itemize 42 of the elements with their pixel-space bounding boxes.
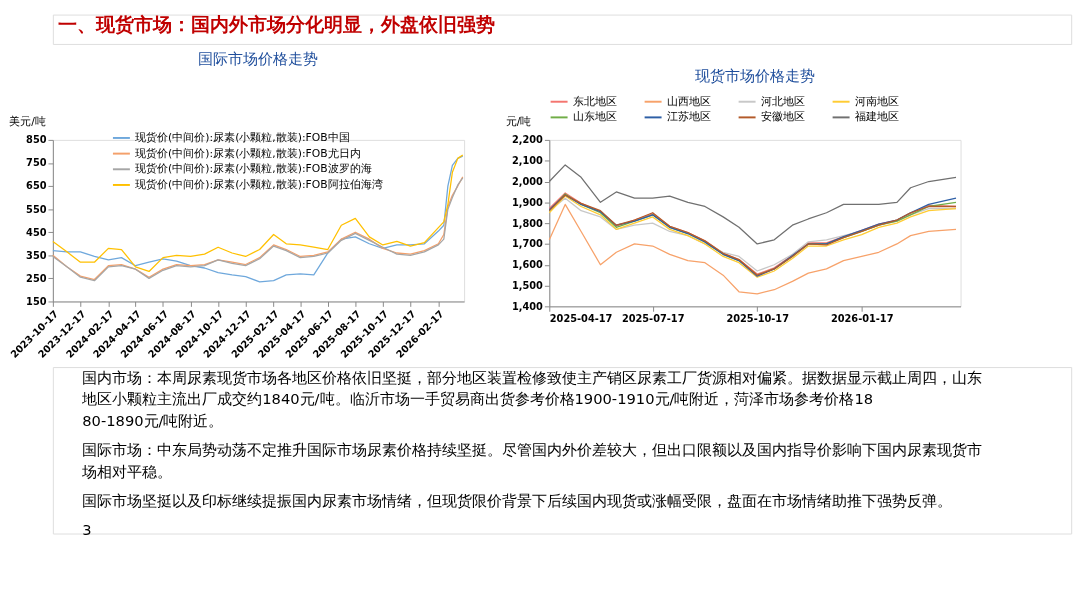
y-axis-title: 美元/吨 [9, 114, 46, 128]
chart-title: 国际市场价格走势 [198, 49, 319, 67]
y-tick-label: 850 [26, 134, 47, 146]
legend-label: 现货价(中间价):尿素(小颗粒,散装):FOB波罗的海 [135, 162, 372, 176]
y-tick-label: 1,900 [511, 196, 544, 208]
y-tick-label: 750 [26, 157, 47, 169]
legend-label: 山东地区 [572, 110, 617, 124]
y-tick-label: 2,200 [511, 134, 544, 146]
legend-label: 现货价(中间价):尿素(小颗粒,散装):FOB中国 [135, 130, 350, 144]
legend-label: 东北地区 [572, 94, 617, 108]
text: 国际市场：中东局势动荡不定推升国际市场尿素价格持续坚挺。尽管国内外价差较大，但出口限额以及国内指导价影响下国内尿素现货市场相对平稳。 [81, 441, 983, 480]
legend-label: 河南地区 [854, 94, 899, 108]
text: 国内市场：本周尿素现货市场各地区价格依旧坚挺，部分地区装置检修致使主产销区尿素工厂货源相对偏紧。据数据显示截止周四，山东地区小颗粒主流出厂成交约1840元/吨。临沂市场一手贸易商出货参考价格1900-1910元/吨附近，菏泽市场参考价格1880-1890元/吨附近。 [81, 368, 983, 429]
x-tick-label: 2025-07-17 [621, 312, 685, 324]
y-tick-label: 450 [26, 226, 47, 238]
legend-label: 山西地区 [666, 94, 711, 108]
y-tick-label: 350 [26, 249, 47, 261]
legend-label: 现货价(中间价):尿素(小颗粒,散装):FOB尤日内 [135, 146, 361, 160]
legend-label: 江苏地区 [666, 110, 711, 124]
y-tick-label: 1,600 [511, 259, 544, 271]
y-tick-label: 1,400 [511, 300, 544, 312]
text: 国际市场坚挺以及印标继续提振国内尿素市场情绪，但现货限价背景下后续国内现货或涨幅受限，盘面在市场情绪助推下强势反弹。 [82, 492, 953, 510]
y-tick-label: 1,800 [511, 217, 544, 229]
y-tick-label: 550 [26, 203, 47, 215]
legend-label: 现货价(中间价):尿素(小颗粒,散装):FOB阿拉伯海湾 [135, 177, 383, 191]
y-tick-label: 2,100 [511, 155, 544, 167]
y-tick-label: 250 [26, 272, 47, 284]
legend-label: 安徽地区 [760, 110, 805, 124]
chart-title: 现货市场价格走势 [694, 67, 815, 85]
x-tick-label: 2025-10-17 [726, 312, 790, 324]
y-tick-label: 1,500 [511, 279, 544, 291]
text: 3 [82, 521, 92, 539]
y-tick-label: 650 [26, 180, 47, 192]
legend-label: 福建地区 [854, 110, 899, 124]
x-tick-label: 2026-01-17 [830, 312, 894, 324]
y-axis-title: 元/吨 [505, 114, 532, 128]
text: 一、现货市场：国内外市场分化明显，外盘依旧强势 [57, 14, 495, 36]
x-tick-label: 2025-04-17 [549, 312, 613, 324]
y-tick-label: 2,000 [511, 175, 544, 187]
legend-label: 河北地区 [760, 94, 805, 108]
y-tick-label: 150 [26, 295, 47, 307]
y-tick-label: 1,700 [511, 238, 544, 250]
